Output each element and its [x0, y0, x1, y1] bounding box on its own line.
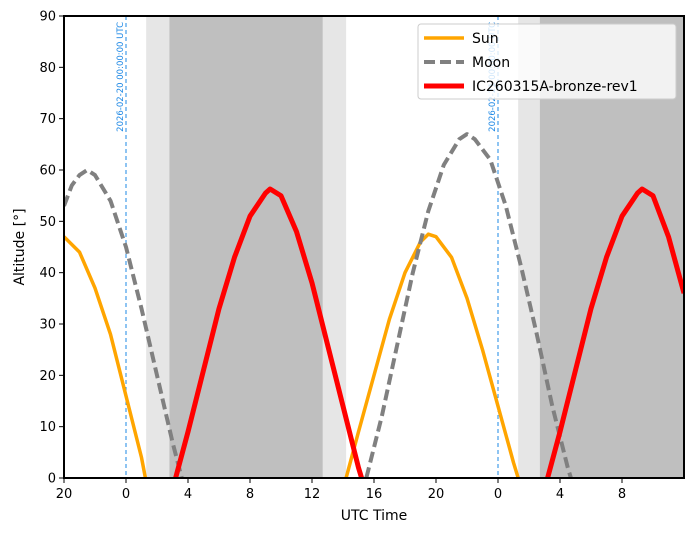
legend-box: [417, 23, 677, 100]
x-tick-label: 20: [56, 487, 73, 502]
y-tick-label: 0: [48, 472, 56, 487]
x-tick-label: 8: [618, 487, 626, 502]
legend-label-2: IC260315A-bronze-rev1: [472, 79, 638, 95]
x-tick-label: 16: [366, 487, 383, 502]
y-tick-label: 20: [39, 369, 56, 384]
x-tick-label: 12: [304, 487, 321, 502]
x-tick-label: 4: [556, 487, 564, 502]
legend: Sun Moon IC260315A-bronze-rev1: [417, 23, 677, 100]
series-line-ic260315a-bronze-rev1-0: [173, 186, 364, 478]
y-tick-label: 80: [39, 61, 56, 76]
twilight-band-2: [322, 16, 347, 478]
x-tick-label: 0: [494, 487, 502, 502]
series-line-sun-0: [64, 235, 148, 478]
series-line-moon-0: [64, 168, 184, 478]
x-tick-label: 20: [428, 487, 445, 502]
midnight-marker-label-0: 2026-02-20 00:00:00 UTC: [116, 22, 126, 132]
x-tick-label: 4: [184, 487, 192, 502]
y-tick-label: 60: [39, 164, 56, 179]
x-tick-label: 8: [246, 487, 254, 502]
y-tick-label: 10: [39, 420, 56, 435]
x-axis-label: UTC Time: [341, 508, 407, 524]
y-tick-label: 40: [39, 266, 56, 281]
legend-label-1: Moon: [472, 55, 510, 71]
series-line-moon-1: [364, 132, 573, 478]
series-line-ic260315a-bronze-rev1-1: [545, 186, 684, 478]
y-axis-label: Altitude [°]: [12, 208, 28, 285]
y-tick-label: 50: [39, 215, 56, 230]
y-tick-label: 90: [39, 10, 56, 25]
y-tick-label: 30: [39, 318, 56, 333]
twilight-band-0: [146, 16, 170, 478]
twilight-band-3: [518, 16, 540, 478]
x-tick-label: 0: [122, 487, 130, 502]
series-line-sun-1: [344, 232, 520, 478]
legend-label-0: Sun: [472, 31, 499, 47]
y-tick-label: 70: [39, 112, 56, 127]
